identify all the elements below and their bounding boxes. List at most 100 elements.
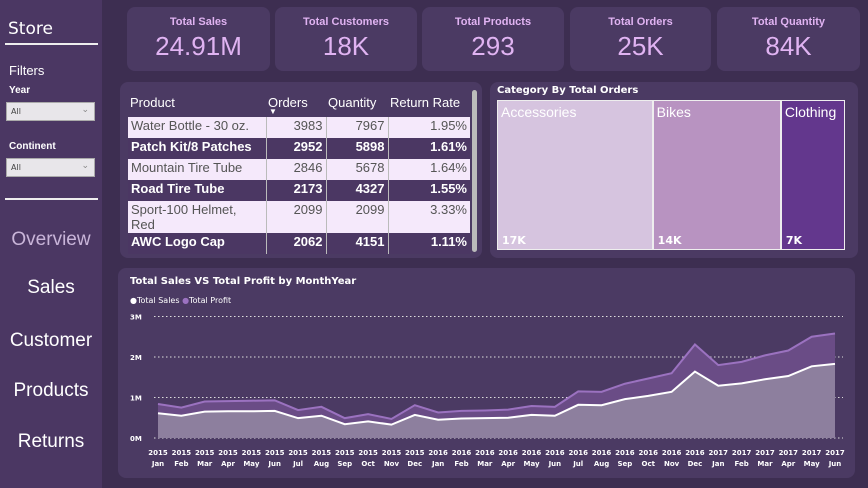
nav-sales[interactable]: Sales (27, 277, 75, 298)
x-tick-label: 2015 Jul (288, 449, 308, 468)
x-tick-label: 2016 Dec (685, 449, 705, 468)
product-cell: Water Bottle - 30 oz. (128, 117, 266, 138)
x-tick-label: 2017 Jan (709, 449, 729, 468)
year-value: All (11, 107, 21, 116)
x-tick-label: 2016 Nov (662, 449, 682, 468)
orders-cell: 2099 (265, 201, 326, 233)
kpi-total-products: Total Products 293 (422, 7, 564, 71)
x-tick-label: 2017 May (802, 449, 822, 468)
sidebar: Store Filters Year All ⌄ Continent All ⌄ O… (0, 0, 102, 488)
kpi-title: Total Customers (303, 16, 389, 28)
nav-products[interactable]: Products (13, 380, 89, 401)
header-orders-label: Orders (268, 95, 308, 110)
return-rate-cell: 1.95% (387, 117, 470, 138)
header-orders[interactable]: Orders ▼ (266, 88, 326, 117)
y-tick-label: 2M (130, 354, 142, 362)
x-tick-label: 2016 Jun (545, 449, 565, 468)
table-row[interactable]: Road Tire Tube 2173 4327 1.55% (128, 180, 470, 201)
kpi-value: 84K (765, 31, 812, 61)
x-tick-label: 2015 Mar (195, 449, 215, 468)
legend-total-sales: Total Sales (136, 296, 180, 305)
return-rate-cell: 1.11% (387, 233, 470, 254)
legend-total-profit: Total Profit (189, 296, 232, 305)
x-tick-label: 2016 Oct (638, 449, 658, 468)
header-return-rate[interactable]: Return Rate (390, 95, 461, 110)
orders-cell: 2173 (265, 180, 326, 201)
legend-dot-icon: ● (130, 296, 137, 305)
y-tick-label: 0M (130, 435, 142, 443)
header-quantity[interactable]: Quantity (328, 95, 377, 110)
sales-area (158, 363, 835, 438)
nav-customer[interactable]: Customer (9, 330, 93, 351)
tile-name: Bikes (656, 104, 691, 120)
scrollbar[interactable] (472, 90, 477, 252)
chart-legend: ●Total Sales ●Total Profit (130, 296, 231, 305)
kpi-value: 18K (322, 31, 370, 61)
tile-value: 14K (657, 234, 682, 247)
tile-value: 7K (785, 234, 803, 247)
kpi-value: 25K (617, 31, 664, 61)
quantity-cell: 4327 (325, 180, 388, 201)
continent-label: Continent (9, 141, 56, 152)
x-tick-label: 2016 Apr (498, 449, 518, 468)
kpi-title: Total Quantity (751, 16, 826, 28)
treemap-tile-clothing[interactable]: Clothing 7K (780, 100, 845, 250)
x-tick-label: 2016 Mar (475, 449, 495, 468)
product-cell: Sport-100 Helmet, Red (128, 201, 266, 233)
kpi-total-sales: Total Sales 24.91M (127, 7, 270, 71)
quantity-cell: 2099 (325, 201, 388, 233)
x-tick-label: 2016 Aug (592, 449, 612, 468)
year-label: Year (9, 85, 31, 96)
x-tick-label: 2016 Feb (452, 449, 472, 468)
divider (5, 198, 98, 200)
header-product[interactable]: Product (130, 95, 175, 110)
return-rate-cell: 3.33% (387, 201, 470, 233)
tile-name: Accessories (501, 104, 577, 120)
x-tick-label: 2015 Apr (218, 449, 238, 468)
table-row[interactable]: Patch Kit/8 Patches 2952 5898 1.61% (128, 138, 470, 159)
kpi-total-customers: Total Customers 18K (275, 7, 417, 71)
treemap-tile-accessories[interactable]: Accessories 17K (497, 100, 653, 250)
x-tick-label: 2017 Feb (732, 449, 752, 468)
sales-line (157, 362, 836, 426)
nav-overview[interactable]: Overview (11, 229, 91, 250)
kpi-value: 293 (471, 31, 515, 61)
product-cell: Patch Kit/8 Patches (128, 138, 266, 159)
x-tick-label: 2016 May (522, 449, 542, 468)
profit-line (157, 332, 836, 421)
table-row[interactable]: Mountain Tire Tube 2846 5678 1.64% (128, 159, 470, 180)
x-tick-label: 2017 Apr (779, 449, 799, 468)
kpi-total-quantity: Total Quantity 84K (717, 7, 860, 71)
x-tick-label: 2015 Sep (335, 449, 355, 468)
x-tick-label: 2015 Jan (148, 449, 168, 468)
product-table-panel: Product Orders ▼ Quantity Return Rate Wat… (120, 82, 482, 258)
x-tick-label: 2015 Jun (265, 449, 285, 468)
quantity-cell: 5898 (325, 138, 388, 159)
x-tick-label: 2016 Jan (428, 449, 448, 468)
table-row[interactable]: Sport-100 Helmet, Red 2099 2099 3.33% (128, 201, 470, 233)
divider (5, 43, 98, 45)
x-tick-label: 2015 Nov (382, 449, 402, 468)
product-cell: Road Tire Tube (128, 180, 266, 201)
x-tick-label: 2015 Oct (358, 449, 378, 468)
continent-dropdown[interactable]: All ⌄ (6, 158, 95, 177)
tile-name: Clothing (784, 104, 837, 120)
x-tick-label: 2015 Feb (172, 449, 192, 468)
legend-dot-icon: ● (182, 296, 190, 305)
treemap-tile-bikes[interactable]: Bikes 14K (652, 100, 781, 250)
nav-returns[interactable]: Returns (17, 431, 85, 452)
table-row[interactable]: AWC Logo Cap 2062 4151 1.11% (128, 233, 470, 254)
return-rate-cell: 1.61% (387, 138, 470, 159)
table-row[interactable]: Water Bottle - 30 oz. 3983 7967 1.95% (128, 117, 470, 138)
kpi-total-orders: Total Orders 25K (570, 7, 711, 71)
filters-label: Filters (9, 63, 45, 78)
y-tick-label: 3M (130, 314, 142, 322)
year-dropdown[interactable]: All ⌄ (6, 102, 95, 121)
return-rate-cell: 1.64% (387, 159, 470, 180)
x-tick-label: 2015 Aug (312, 449, 332, 468)
x-tick-label: 2017 Jun (825, 449, 845, 468)
kpi-title: Total Sales (169, 16, 228, 28)
x-tick-label: 2015 May (242, 449, 262, 468)
chevron-down-icon: ⌄ (81, 105, 89, 115)
y-tick-label: 1M (130, 395, 142, 403)
